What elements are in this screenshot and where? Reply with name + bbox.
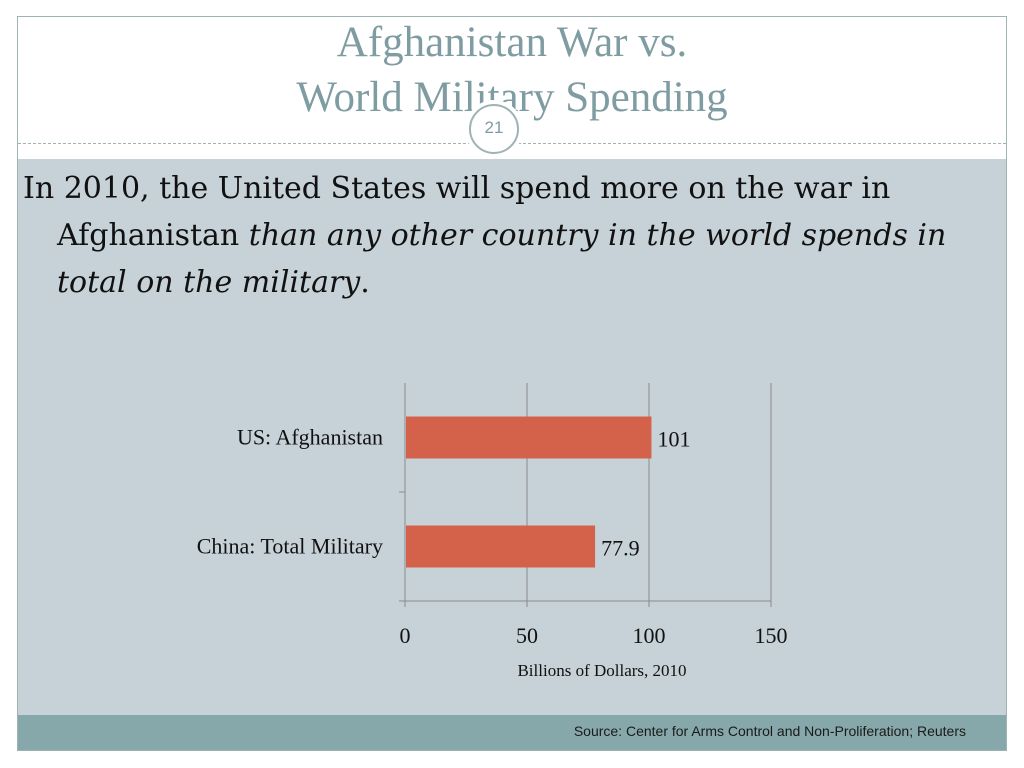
slide-number-badge: 21	[465, 100, 523, 158]
slide-title-line-1: Afghanistan War vs.	[336, 19, 688, 66]
statement-end: .	[360, 265, 370, 300]
footer-bar: Source: Center for Arms Control and Non-…	[18, 715, 1006, 750]
bar	[406, 416, 652, 459]
source-citation: Source: Center for Arms Control and Non-…	[573, 723, 966, 739]
data-label: 77.9	[601, 536, 640, 561]
x-tick-label: 100	[633, 623, 666, 648]
bar	[406, 525, 596, 568]
x-axis-title: Billions of Dollars, 2010	[517, 661, 686, 680]
category-label: China: Total Military	[197, 534, 383, 559]
data-label: 101	[657, 427, 690, 452]
statement-plain: In 2010, the United States will spend mo…	[23, 171, 891, 253]
x-tick-label: 150	[755, 623, 788, 648]
x-tick-label: 0	[400, 623, 411, 648]
x-tick-label: 50	[516, 623, 538, 648]
statement-text: In 2010, the United States will spend mo…	[23, 165, 987, 306]
category-label: US: Afghanistan	[237, 425, 383, 450]
statement-italic: than any other country in the world spen…	[57, 218, 947, 300]
slide-number: 21	[469, 104, 519, 154]
